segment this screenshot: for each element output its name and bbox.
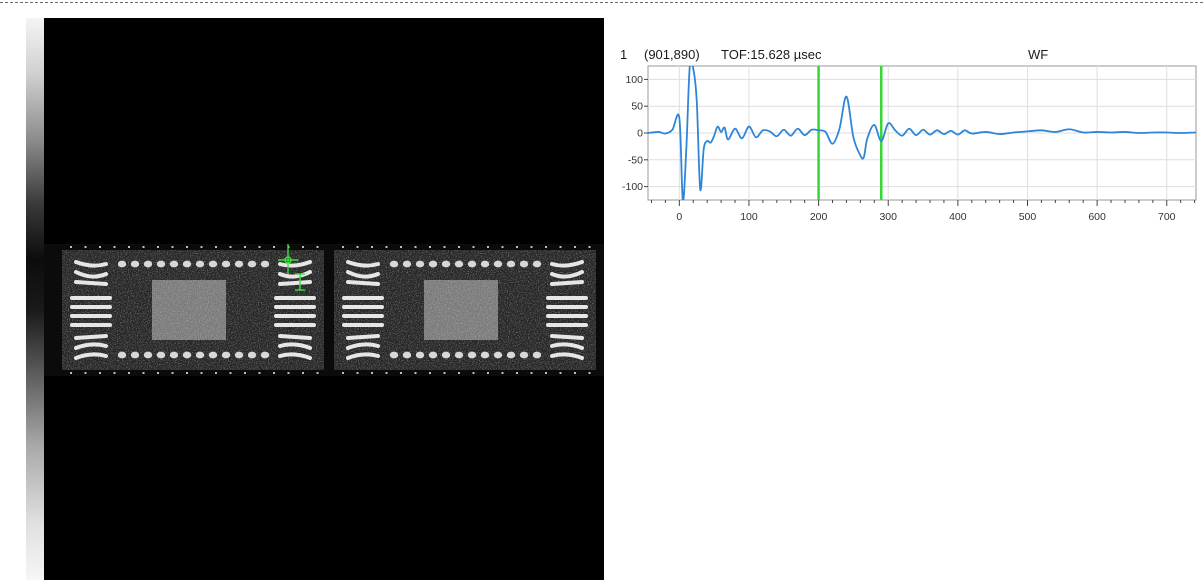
scan-cursor-crosshair[interactable] bbox=[278, 244, 305, 291]
waveform-series-line bbox=[648, 66, 1196, 200]
ic-package-2 bbox=[334, 246, 596, 374]
x-tick-label: 600 bbox=[1088, 211, 1106, 223]
waveform-mode-label: WF bbox=[1028, 47, 1049, 62]
x-tick-label: 100 bbox=[740, 211, 758, 223]
x-tick-label: 400 bbox=[949, 211, 967, 223]
y-tick-label: -50 bbox=[628, 154, 643, 166]
c-scan-image[interactable] bbox=[44, 18, 604, 580]
x-tick-label: 500 bbox=[1019, 211, 1037, 223]
waveform-header: 1 (901,890) TOF:15.628 µsec WF bbox=[620, 47, 1190, 65]
top-dashed-rule bbox=[0, 2, 1203, 3]
y-tick-label: -100 bbox=[622, 181, 643, 193]
cursor-position: (901,890) bbox=[644, 47, 700, 62]
x-tick-label: 0 bbox=[676, 211, 682, 223]
y-tick-label: 50 bbox=[631, 101, 643, 113]
x-tick-label: 200 bbox=[810, 211, 828, 223]
y-tick-label: 100 bbox=[625, 74, 643, 86]
grayscale-palette-strip bbox=[26, 18, 44, 580]
x-tick-label: 300 bbox=[879, 211, 897, 223]
y-tick-label: 0 bbox=[637, 128, 643, 140]
channel-number: 1 bbox=[620, 47, 628, 62]
tof-readout: TOF:15.628 µsec bbox=[721, 47, 822, 62]
c-scan-image-panel[interactable] bbox=[44, 18, 604, 580]
ic-package-1 bbox=[62, 246, 324, 374]
x-tick-label: 700 bbox=[1158, 211, 1176, 223]
